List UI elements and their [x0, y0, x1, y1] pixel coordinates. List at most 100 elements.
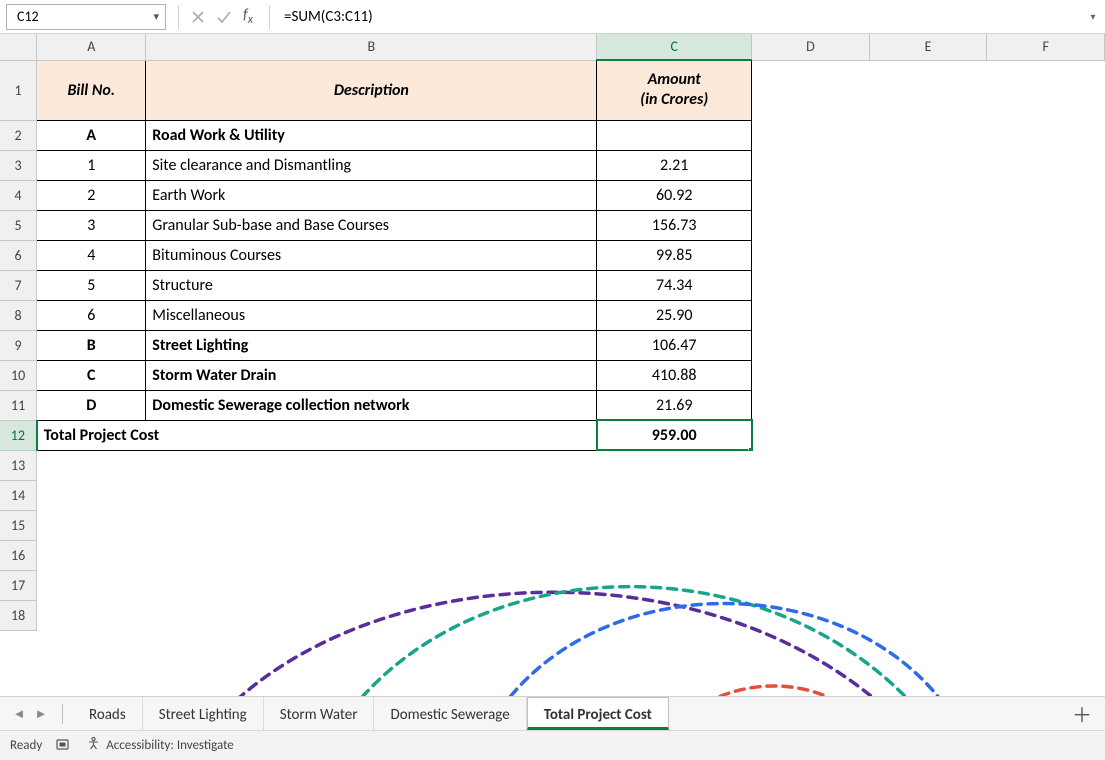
table-cell-description[interactable]: Storm Water Drain — [146, 360, 597, 390]
empty-cell[interactable] — [752, 150, 870, 180]
empty-cell[interactable] — [869, 150, 987, 180]
empty-cell[interactable] — [987, 390, 1105, 420]
empty-cell[interactable] — [146, 450, 597, 480]
empty-cell[interactable] — [752, 120, 870, 150]
table-cell-bill[interactable]: 3 — [37, 210, 146, 240]
table-cell-bill[interactable]: 6 — [37, 300, 146, 330]
row-header[interactable]: 3 — [0, 150, 37, 180]
empty-cell[interactable] — [752, 300, 870, 330]
empty-cell[interactable] — [869, 300, 987, 330]
row-header[interactable]: 1 — [0, 60, 37, 120]
table-cell-description[interactable]: Domestic Sewerage collection network — [146, 390, 597, 420]
sheet-tab[interactable]: Roads — [73, 697, 143, 730]
empty-cell[interactable] — [869, 270, 987, 300]
row-header[interactable]: 9 — [0, 330, 37, 360]
empty-cell[interactable] — [752, 330, 870, 360]
empty-cell[interactable] — [37, 600, 146, 630]
sheet-nav-prev-icon[interactable]: ◄ — [8, 703, 30, 725]
row-header[interactable]: 4 — [0, 180, 37, 210]
empty-cell[interactable] — [752, 360, 870, 390]
table-cell-description[interactable]: Road Work & Utility — [146, 120, 597, 150]
table-cell-amount[interactable]: 2.21 — [597, 150, 752, 180]
table-cell-description[interactable]: Structure — [146, 270, 597, 300]
row-header[interactable]: 17 — [0, 570, 37, 600]
accessibility-status[interactable]: Accessibility: Investigate — [86, 736, 234, 755]
empty-cell[interactable] — [37, 510, 146, 540]
empty-cell[interactable] — [869, 570, 987, 600]
row-header[interactable]: 2 — [0, 120, 37, 150]
table-cell-amount[interactable]: 74.34 — [597, 270, 752, 300]
table-cell-description[interactable]: Bituminous Courses — [146, 240, 597, 270]
row-header[interactable]: 10 — [0, 360, 37, 390]
select-all-corner[interactable] — [0, 34, 37, 60]
empty-cell[interactable] — [987, 420, 1105, 450]
formula-input[interactable]: =SUM(C3:C11) — [276, 4, 1081, 30]
table-cell-bill[interactable]: 4 — [37, 240, 146, 270]
table-cell-bill[interactable]: 5 — [37, 270, 146, 300]
empty-cell[interactable] — [869, 390, 987, 420]
table-cell-description[interactable]: Site clearance and Dismantling — [146, 150, 597, 180]
table-cell-amount[interactable]: 60.92 — [597, 180, 752, 210]
empty-cell[interactable] — [37, 540, 146, 570]
empty-cell[interactable] — [987, 60, 1105, 120]
empty-cell[interactable] — [752, 210, 870, 240]
row-header[interactable]: 7 — [0, 270, 37, 300]
sheet-tab[interactable]: Street Lighting — [143, 697, 264, 730]
column-header[interactable]: B — [146, 34, 597, 60]
row-header[interactable]: 18 — [0, 600, 37, 630]
empty-cell[interactable] — [146, 540, 597, 570]
table-header-amount[interactable]: Amount (in Crores) — [597, 60, 752, 120]
empty-cell[interactable] — [987, 120, 1105, 150]
empty-cell[interactable] — [752, 480, 870, 510]
empty-cell[interactable] — [146, 510, 597, 540]
cancel-formula-icon[interactable] — [185, 4, 211, 30]
table-cell-amount[interactable]: 106.47 — [597, 330, 752, 360]
sheet-tab[interactable]: Storm Water — [264, 697, 375, 730]
column-header[interactable]: F — [987, 34, 1105, 60]
enter-formula-icon[interactable] — [211, 4, 237, 30]
total-label-cell[interactable]: Total Project Cost — [37, 420, 597, 450]
empty-cell[interactable] — [987, 180, 1105, 210]
row-header[interactable]: 13 — [0, 450, 37, 480]
column-header[interactable]: E — [869, 34, 987, 60]
empty-cell[interactable] — [37, 480, 146, 510]
empty-cell[interactable] — [987, 150, 1105, 180]
table-cell-amount[interactable]: 410.88 — [597, 360, 752, 390]
row-header[interactable]: 16 — [0, 540, 37, 570]
empty-cell[interactable] — [987, 480, 1105, 510]
empty-cell[interactable] — [987, 330, 1105, 360]
empty-cell[interactable] — [752, 240, 870, 270]
empty-cell[interactable] — [752, 510, 870, 540]
empty-cell[interactable] — [987, 600, 1105, 630]
column-header[interactable]: D — [752, 34, 870, 60]
empty-cell[interactable] — [752, 270, 870, 300]
empty-cell[interactable] — [987, 510, 1105, 540]
row-header[interactable]: 14 — [0, 480, 37, 510]
total-value-cell[interactable]: 959.00 — [597, 420, 752, 450]
empty-cell[interactable] — [146, 570, 597, 600]
add-sheet-button[interactable]: ＋ — [1067, 699, 1097, 728]
empty-cell[interactable] — [597, 570, 752, 600]
empty-cell[interactable] — [869, 120, 987, 150]
empty-cell[interactable] — [869, 360, 987, 390]
empty-cell[interactable] — [987, 270, 1105, 300]
table-header-bill-no[interactable]: Bill No. — [37, 60, 146, 120]
empty-cell[interactable] — [597, 480, 752, 510]
fill-handle[interactable] — [748, 447, 752, 451]
row-header[interactable]: 5 — [0, 210, 37, 240]
empty-cell[interactable] — [752, 600, 870, 630]
empty-cell[interactable] — [37, 450, 146, 480]
empty-cell[interactable] — [146, 480, 597, 510]
empty-cell[interactable] — [869, 180, 987, 210]
empty-cell[interactable] — [869, 210, 987, 240]
empty-cell[interactable] — [752, 570, 870, 600]
table-cell-description[interactable]: Street Lighting — [146, 330, 597, 360]
insert-function-icon[interactable]: fx — [237, 4, 263, 30]
row-header[interactable]: 12 — [0, 420, 37, 450]
empty-cell[interactable] — [987, 300, 1105, 330]
name-box[interactable]: C12 ▾ — [6, 4, 166, 30]
empty-cell[interactable] — [597, 600, 752, 630]
empty-cell[interactable] — [987, 540, 1105, 570]
empty-cell[interactable] — [752, 60, 870, 120]
chevron-down-icon[interactable]: ▾ — [153, 10, 159, 23]
